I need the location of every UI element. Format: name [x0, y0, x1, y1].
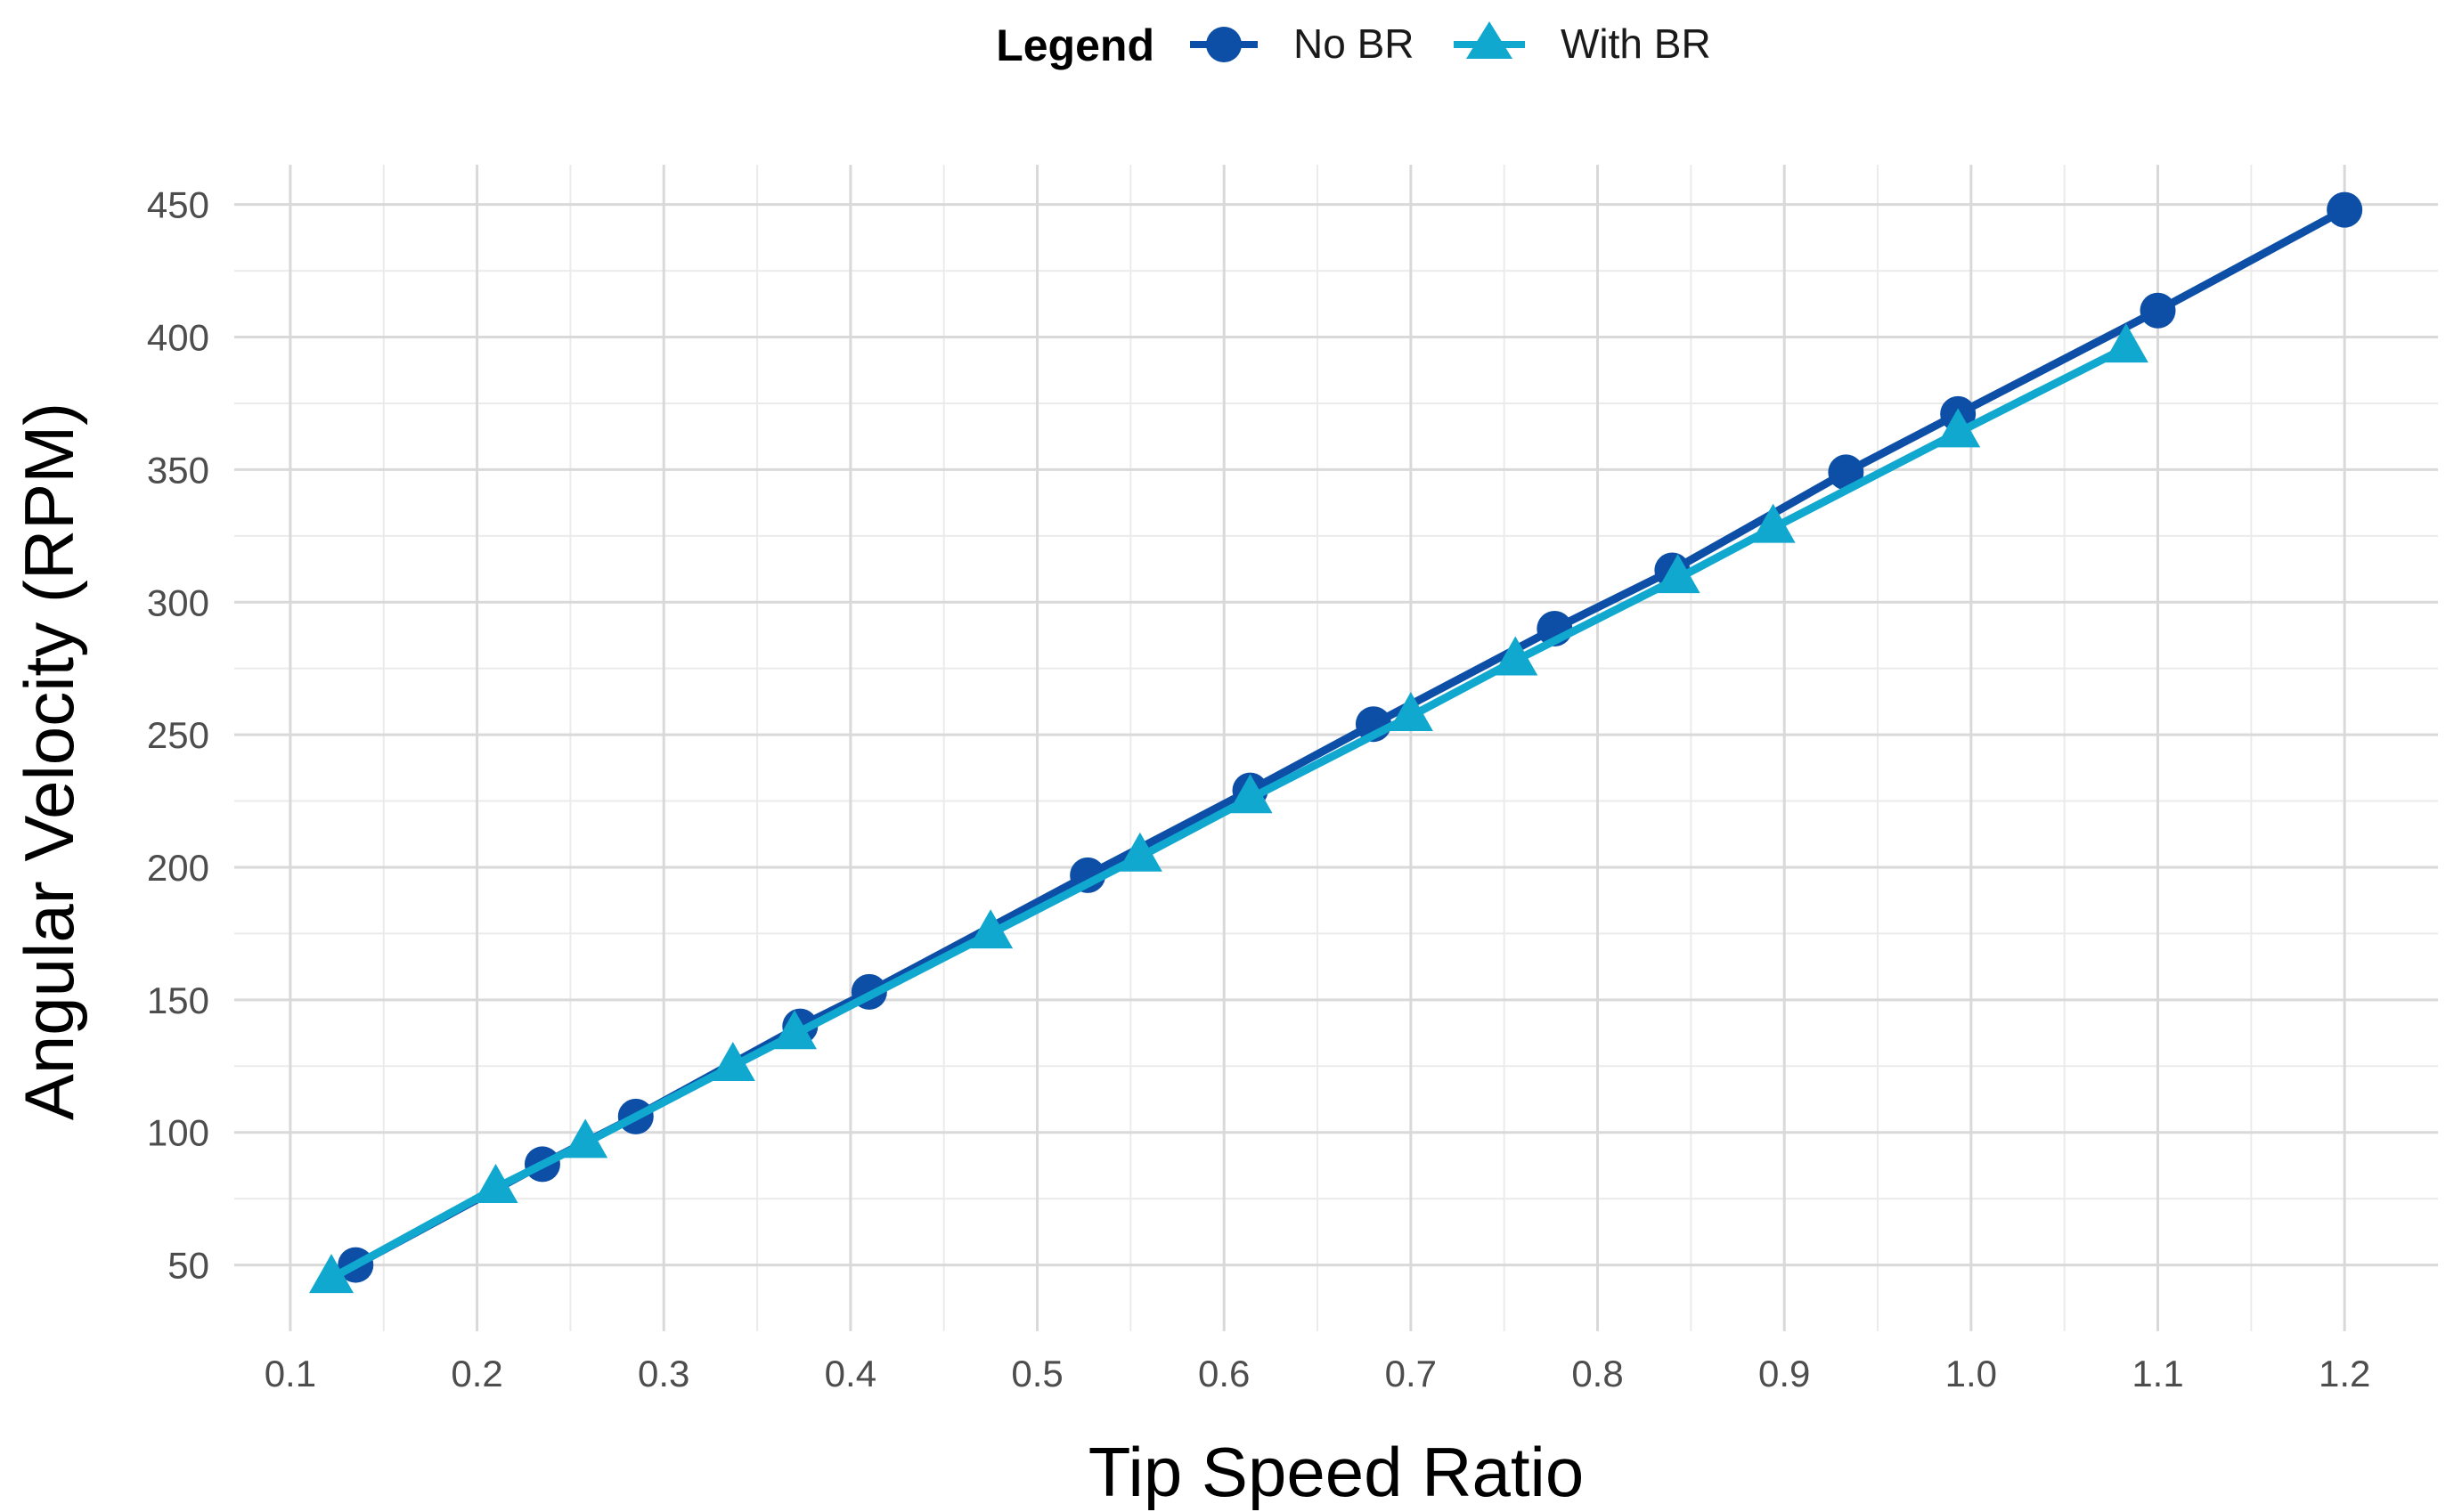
data-point-with-br [1227, 774, 1273, 814]
data-point-with-br [563, 1118, 608, 1158]
data-point-with-br [1117, 832, 1162, 872]
data-point-with-br [1655, 554, 1700, 594]
series-layer [309, 191, 2363, 1294]
y-tick-label: 450 [147, 184, 209, 226]
x-tick-label: 1.0 [1945, 1353, 1997, 1394]
y-tick-label: 400 [147, 317, 209, 359]
data-point-no-br [2327, 191, 2363, 228]
data-point-with-br [710, 1041, 755, 1081]
legend: Legend No BR With BR [996, 20, 1710, 70]
grid [234, 165, 2438, 1331]
legend-marker-triangle-icon [1466, 21, 1512, 59]
legend-title: Legend [996, 20, 1154, 70]
data-point-with-br [473, 1163, 518, 1203]
x-tick-label: 0.8 [1571, 1353, 1623, 1394]
x-tick-label: 0.2 [451, 1353, 502, 1394]
data-point-with-br [1388, 691, 1433, 731]
y-axis-title: Angular Velocity (RPM) [10, 402, 88, 1120]
y-tick-label: 300 [147, 581, 209, 623]
legend-label-no-br: No BR [1293, 20, 1414, 67]
data-point-with-br [1936, 408, 1981, 448]
tick-labels: 0.1 0.2 0.3 0.4 0.5 0.6 0.7 0.8 0.9 1.0 1.1 1.2 50 10… [147, 184, 2370, 1394]
x-tick-label: 0.3 [638, 1353, 689, 1394]
data-point-with-br [1750, 503, 1796, 543]
legend-item-no-br: No BR [1190, 20, 1414, 67]
data-point-with-br [2103, 323, 2148, 363]
legend-label-with-br: With BR [1561, 20, 1711, 67]
x-tick-label: 0.1 [265, 1353, 316, 1394]
x-tick-label: 0.4 [825, 1353, 876, 1394]
data-point-no-br [1828, 454, 1864, 491]
legend-marker-circle-icon [1206, 27, 1242, 62]
y-tick-label: 200 [147, 847, 209, 889]
data-point-with-br [309, 1254, 355, 1294]
x-tick-label: 0.6 [1198, 1353, 1250, 1394]
x-axis-title: Tip Speed Ratio [1088, 1433, 1584, 1511]
x-tick-label: 0.5 [1011, 1353, 1063, 1394]
data-point-no-br [2140, 292, 2176, 329]
y-tick-label: 50 [167, 1245, 209, 1287]
series-with-br [309, 323, 2148, 1294]
x-tick-label: 1.1 [2132, 1353, 2183, 1394]
y-tick-label: 150 [147, 980, 209, 1021]
x-tick-label: 1.2 [2319, 1353, 2370, 1394]
x-tick-label: 0.7 [1385, 1353, 1437, 1394]
y-tick-label: 350 [147, 449, 209, 491]
x-tick-label: 0.9 [1758, 1353, 1810, 1394]
data-point-with-br [771, 1010, 817, 1050]
y-tick-label: 100 [147, 1112, 209, 1154]
data-point-with-br [968, 909, 1014, 949]
legend-item-with-br: With BR [1454, 20, 1711, 67]
data-point-with-br [1493, 636, 1538, 676]
y-tick-label: 250 [147, 714, 209, 756]
